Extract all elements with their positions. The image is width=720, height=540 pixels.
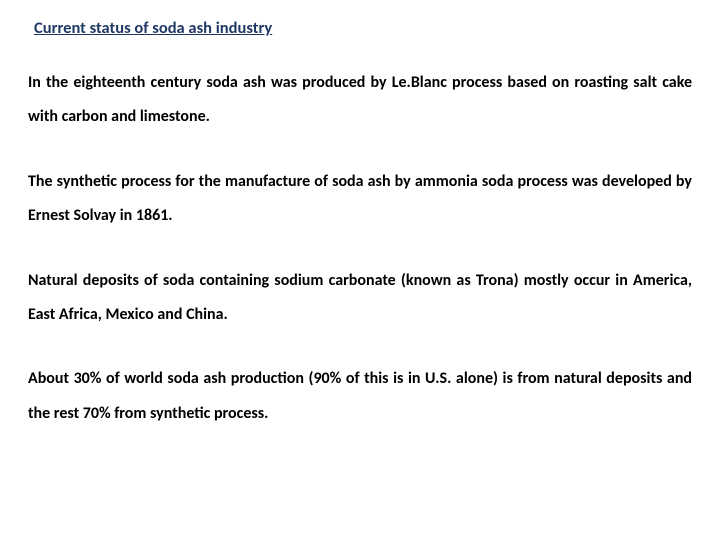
paragraph-3: Natural deposits of soda containing sodi… <box>28 264 692 333</box>
paragraph-1: In the eighteenth century soda ash was p… <box>28 66 692 135</box>
paragraph-2: The synthetic process for the manufactur… <box>28 165 692 234</box>
paragraph-4: About 30% of world soda ash production (… <box>28 362 692 431</box>
page-heading: Current status of soda ash industry <box>34 18 692 38</box>
